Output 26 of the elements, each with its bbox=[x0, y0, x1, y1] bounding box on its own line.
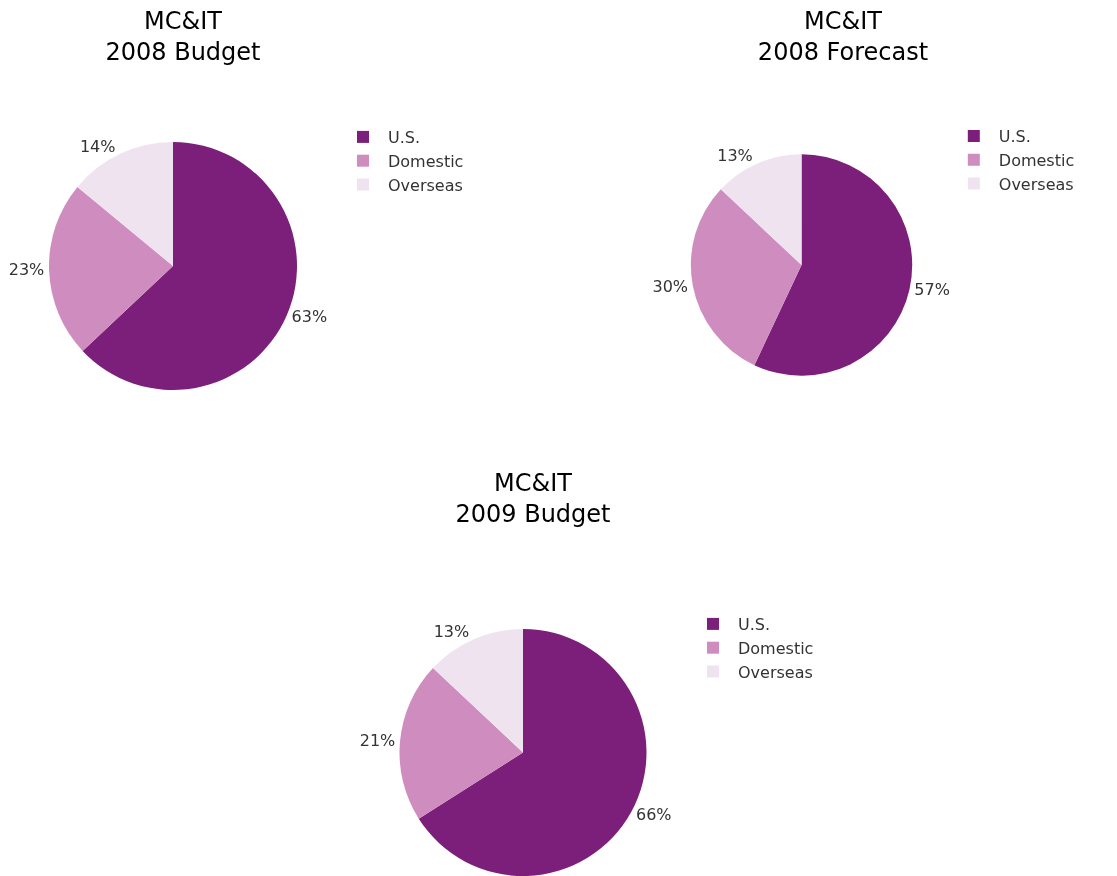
chart-title: MC&IT 2009 Budget bbox=[455, 469, 611, 529]
pie-slice bbox=[77, 142, 173, 266]
data-label: 30% bbox=[652, 276, 689, 296]
legend-label: Domestic bbox=[998, 150, 1075, 170]
legend-label: U.S. bbox=[388, 128, 421, 148]
legend-label: Overseas bbox=[998, 174, 1074, 194]
data-label: 21% bbox=[359, 731, 396, 751]
data-label: 13% bbox=[717, 145, 753, 165]
legend-label: Domestic bbox=[388, 151, 464, 171]
pie-slice bbox=[690, 189, 802, 366]
pie-slice bbox=[754, 154, 913, 376]
legend-label: U.S. bbox=[998, 127, 1031, 147]
legend-label: Overseas bbox=[738, 662, 813, 682]
legend-label: U.S. bbox=[738, 615, 771, 635]
data-label: 13% bbox=[433, 621, 470, 641]
legend-label: Domestic bbox=[738, 638, 814, 658]
pie-slice bbox=[399, 667, 523, 819]
data-label: 23% bbox=[8, 260, 45, 280]
data-label: 63% bbox=[291, 307, 328, 327]
data-label: 14% bbox=[79, 136, 116, 156]
legend-label: Overseas bbox=[388, 175, 463, 195]
pie-slice bbox=[49, 186, 173, 351]
chart-title: MC&IT 2008 Forecast bbox=[757, 6, 929, 66]
data-label: 57% bbox=[914, 280, 950, 300]
data-label: 66% bbox=[635, 804, 672, 824]
chart-title: MC&IT 2008 Budget bbox=[105, 6, 261, 66]
